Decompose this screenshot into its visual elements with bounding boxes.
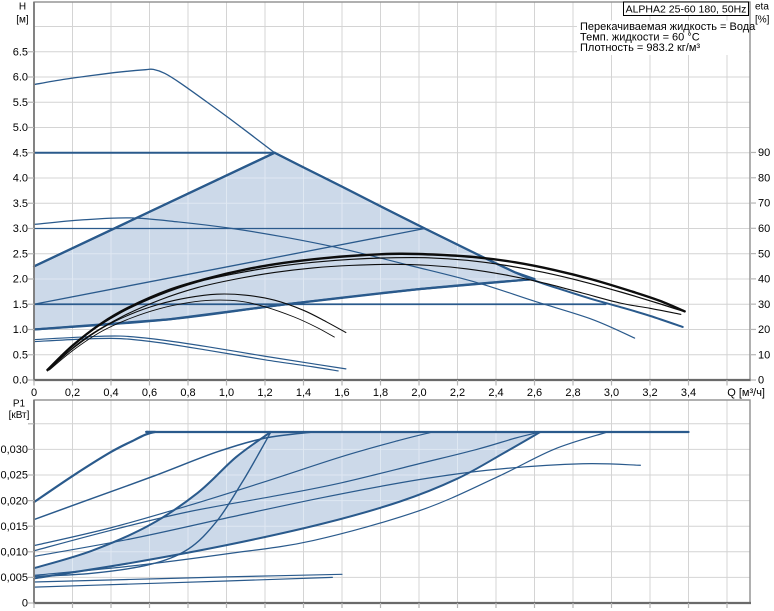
flow-tick-label: 3,2 [642, 387, 657, 399]
head-chart-region [33, 151, 535, 331]
power-curve-min-a [33, 573, 343, 583]
power-chart-curves [32, 430, 690, 588]
head-tick-label: 3.5 [13, 198, 28, 210]
pump-title-box [623, 1, 749, 16]
head-tick-label: 4.0 [13, 173, 28, 185]
eta-tick-label: 60 [758, 223, 770, 235]
flow-tick-label: 1,4 [296, 387, 311, 399]
eta-tick-label: 90 [758, 147, 770, 159]
power-curve-cp2 [33, 431, 434, 547]
head-chart-grid [34, 2, 750, 380]
eta-tick-label: 20 [758, 324, 770, 336]
min-speed-curve-a [33, 335, 347, 370]
power-axis-symbol: P1 [13, 399, 26, 410]
power-curve-pp1 [33, 430, 542, 580]
flow-tick-label: 2,0 [411, 387, 426, 399]
head-tick-label: 5.0 [13, 122, 28, 134]
power-tick-label: 0,005 [0, 572, 28, 584]
head-tick-label: 6.5 [13, 46, 28, 58]
flow-tick-label: 3,4 [681, 387, 696, 399]
head-tick-label: 5.5 [13, 97, 28, 109]
power-tick-label: 0,020 [0, 495, 28, 507]
annotation-temperature: Темп. жидкости = 60 °C [580, 32, 700, 44]
flow-tick-label: 0,2 [65, 387, 80, 399]
pump-title: ALPHA2 25-60 180, 50Hz [626, 4, 747, 16]
head-tick-label: 2.5 [13, 248, 28, 260]
flow-tick-label: 1,2 [257, 387, 272, 399]
eta-axis-unit: [%] [755, 15, 770, 26]
plot-borders [33, 1, 751, 605]
head-axis-symbol: H [19, 2, 26, 13]
annotation-density: Плотность = 983.2 кг/м³ [580, 42, 700, 54]
power-tick-label: 0,010 [0, 547, 28, 559]
power-tick-label: 0,025 [0, 470, 28, 482]
region-grid-overlay [34, 152, 535, 330]
max-speed-curve-regulated [273, 151, 684, 328]
proportional-pressure-curve-pp3 [32, 151, 276, 268]
flow-tick-label: 0,6 [142, 387, 157, 399]
head-tick-label: 4.5 [13, 147, 28, 159]
eta-tick-label: 30 [758, 299, 770, 311]
max-speed-curve [33, 68, 276, 154]
power-chart-region [34, 431, 541, 579]
eta-tick-label: 10 [758, 349, 770, 361]
power-axis-unit: [кВт] [9, 410, 30, 421]
annotation-fluid: Перекачиваемая жидкость = Вода [580, 21, 756, 33]
flow-tick-label: 1,8 [373, 387, 388, 399]
power-curve-cp1 [33, 431, 607, 576]
power-curve-max [32, 430, 690, 504]
flow-tick-label: 2,2 [450, 387, 465, 399]
flow-tick-label: 2,8 [565, 387, 580, 399]
axis-tick-labels: 0.0 0.5 1.0 1.5 2.0 2.5 3.0 3.5 4.0 4.5 5.0 5.5 6.0 6… [0, 46, 770, 609]
eta-tick-label: 40 [758, 274, 770, 286]
power-curve-speed-ii [33, 462, 641, 558]
autoadapt-operating-range [34, 152, 535, 330]
head-tick-label: 1.0 [13, 324, 28, 336]
annotation-backing [577, 20, 749, 55]
eta-axis-symbol: eta [755, 2, 769, 13]
flow-tick-label: 3,0 [604, 387, 619, 399]
efficiency-curve-2 [46, 256, 686, 371]
head-tick-label: 3.0 [13, 223, 28, 235]
eta-tick-label: 50 [758, 248, 770, 260]
efficiency-curve-max [46, 252, 686, 372]
head-tick-label: 6.0 [13, 72, 28, 84]
head-tick-label: 1.5 [13, 299, 28, 311]
flow-tick-label: 0,8 [180, 387, 195, 399]
head-axis-unit: [м] [16, 15, 29, 26]
head-tick-label: 2.0 [13, 274, 28, 286]
head-chart-curves [32, 68, 686, 372]
flow-tick-label: 1,6 [334, 387, 349, 399]
power-tick-label: 0 [22, 598, 28, 610]
head-chart-frame [33, 1, 751, 381]
speed-ii-curve [33, 217, 636, 339]
flow-tick-label: 2,6 [527, 387, 542, 399]
eta-tick-label: 80 [758, 172, 770, 184]
head-tick-label: 0.0 [13, 375, 28, 387]
flow-tick-label: 0 [31, 387, 37, 399]
axis-ticks [28, 51, 756, 608]
head-tick-label: 0.5 [13, 349, 28, 361]
efficiency-curve-min-a [48, 293, 347, 370]
power-tick-label: 0,030 [0, 444, 28, 456]
power-curve-min-b [33, 576, 333, 588]
flow-axis-title: Q [м³/ч] [727, 387, 765, 399]
power-tick-label: 0,015 [0, 521, 28, 533]
flow-tick-label: 2,4 [488, 387, 503, 399]
power-curve-pp3-lower [33, 431, 272, 578]
proportional-pressure-curve-pp2 [33, 227, 426, 305]
power-curve-autoadapt-max [33, 431, 541, 552]
efficiency-curve-min-b [48, 299, 335, 371]
eta-tick-label: 70 [758, 198, 770, 210]
efficiency-curve-3 [46, 263, 682, 372]
flow-tick-label: 0,4 [103, 387, 118, 399]
power-curve-pp3-upper [33, 430, 272, 570]
eta-tick-label: 0 [758, 375, 764, 387]
flow-tick-label: 1,0 [219, 387, 234, 399]
